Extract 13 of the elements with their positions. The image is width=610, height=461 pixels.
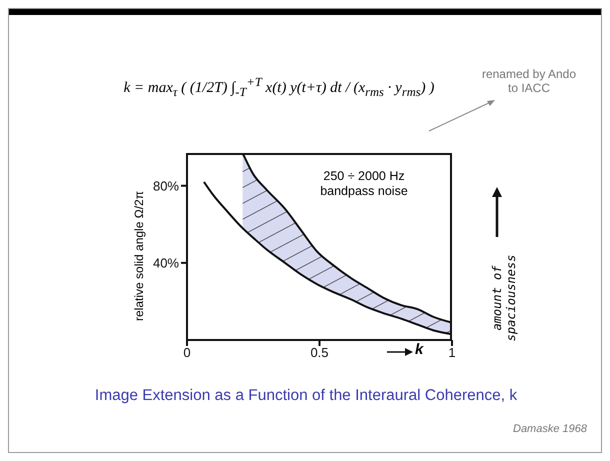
text: amount of spaciousness (490, 254, 518, 344)
text: Damaske 1968 (513, 423, 587, 435)
y-tick-label: 40% (152, 256, 180, 270)
x-tick-label: 1 (448, 345, 456, 360)
y-axis-title: relative solid angle Ω/2π (132, 190, 146, 323)
text: renamed by Ando to IACC (480, 67, 578, 95)
x-axis-title: k (415, 341, 424, 358)
x-tick-label: 0.5 (310, 345, 329, 360)
annotation: 250 ÷ 2000 Hz bandpass noise (309, 169, 419, 199)
x-tick-label: 0 (183, 345, 191, 360)
text: k = max$_{τ}$ ( (1/2T) ∫$_{-T}$$^{+T}$ x(t) y(t+τ) dt / (x$_{rms}$ · y$_{rms}$) ) (124, 75, 434, 99)
text: Image Extension as a Function of the Interaural Coherence, k (94, 387, 518, 405)
y-tick-label: 80% (152, 178, 180, 194)
